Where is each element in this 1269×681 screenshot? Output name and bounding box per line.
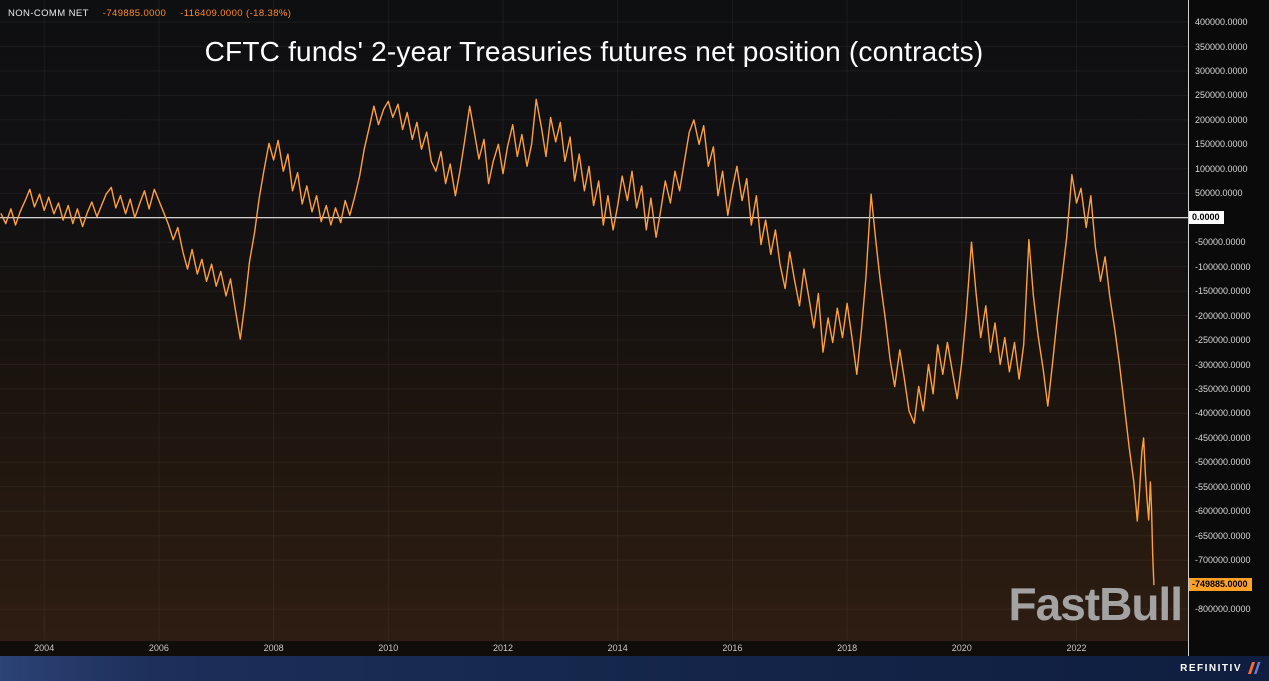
x-axis-year-label: 2004 [34, 643, 55, 653]
axis-separator-line [1188, 0, 1189, 656]
x-axis-year-label: 2010 [378, 643, 399, 653]
y-axis-label: -800000.0000 [1195, 604, 1251, 615]
y-axis-label: -100000.0000 [1195, 261, 1251, 272]
series-line-path [0, 98, 1155, 586]
chart-title: CFTC funds' 2-year Treasuries futures ne… [204, 36, 984, 67]
y-axis-label: -400000.0000 [1195, 408, 1251, 419]
x-axis-year-label: 2022 [1066, 643, 1087, 653]
y-axis-label: -700000.0000 [1195, 555, 1251, 566]
y-axis[interactable]: 400000.0000 350000.0000 300000.0000 250000.… [1189, 0, 1269, 656]
y-axis-label: 350000.0000 [1195, 41, 1248, 52]
y-axis-label: -600000.0000 [1195, 506, 1251, 517]
y-axis-label: -650000.0000 [1195, 530, 1251, 541]
x-axis-year-label: 2006 [148, 643, 169, 653]
y-axis-label: -50000.0000 [1195, 237, 1246, 248]
y-axis-label: -350000.0000 [1195, 383, 1251, 394]
chart-legend[interactable]: NON-COMM NET -749885.0000 -116409.0000 (… [8, 8, 291, 19]
y-axis-label: 300000.0000 [1195, 65, 1248, 76]
y-axis-label: 200000.0000 [1195, 114, 1248, 125]
y-axis-label: -150000.0000 [1195, 286, 1251, 297]
x-axis-year-label: 2018 [837, 643, 858, 653]
refinitiv-wordmark: REFINITIV [1180, 662, 1242, 674]
legend-last-value: -749885.0000 [102, 8, 167, 19]
y-axis-label: 250000.0000 [1195, 90, 1248, 101]
y-axis-label: -550000.0000 [1195, 481, 1251, 492]
x-axis-year-label: 2014 [607, 643, 628, 653]
refinitiv-logo-icon [1248, 662, 1261, 674]
y-axis-label: 400000.0000 [1195, 17, 1248, 27]
legend-change-value: -116409.0000 (-18.38%) [180, 8, 292, 19]
y-axis-label: -250000.0000 [1195, 335, 1251, 345]
y-axis-label: -500000.0000 [1195, 457, 1251, 468]
y-axis-label: -200000.0000 [1195, 310, 1251, 321]
x-axis-year-label: 2016 [722, 643, 743, 653]
y-axis-label: -450000.0000 [1195, 432, 1251, 443]
net-position-line-chart [0, 0, 1188, 641]
refinitiv-brand: REFINITIV [1180, 662, 1261, 674]
y-axis-label: 150000.0000 [1195, 139, 1248, 150]
y-axis-label: -300000.0000 [1195, 359, 1251, 370]
y-axis-label: 100000.0000 [1195, 163, 1248, 174]
x-axis-year-label: 2012 [492, 643, 514, 653]
x-axis-year-label: 2020 [951, 643, 972, 653]
current-value-badge: -749885.0000 [1189, 577, 1252, 591]
y-axis-label: 50000.0000 [1195, 188, 1243, 199]
chart-plot-area[interactable]: NON-COMM NET -749885.0000 -116409.0000 (… [0, 0, 1188, 641]
fastbull-watermark: FastBull [1008, 578, 1183, 630]
zero-value-badge: 0.0000 [1189, 210, 1224, 224]
x-axis-year-label: 2008 [263, 643, 284, 653]
x-axis[interactable]: 2004 2006 2008 2010 2012 2014 2016 2018 2020 2022 [0, 641, 1188, 656]
legend-series-name: NON-COMM NET [8, 8, 89, 19]
bottom-bar: REFINITIV [0, 656, 1269, 681]
